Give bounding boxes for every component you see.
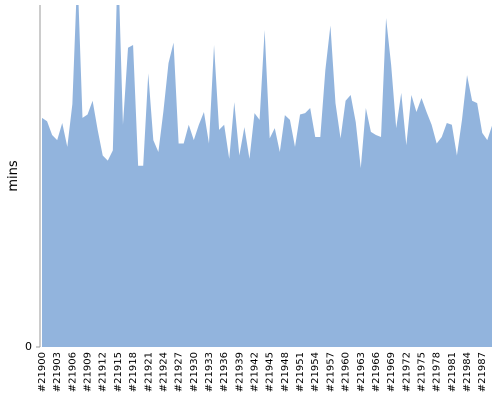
x-tick-label: #21933 [204, 352, 215, 392]
x-tick-label: #21960 [341, 352, 352, 392]
x-tick-label: #21972 [401, 352, 412, 392]
area [42, 5, 492, 347]
x-tick-label: #21966 [371, 352, 382, 392]
x-tick-label: #21975 [417, 352, 428, 392]
x-tick-label: #21903 [52, 352, 63, 392]
x-tick-label: #21924 [158, 352, 169, 392]
x-tick-label: #21945 [265, 352, 276, 392]
x-tick-label: #21948 [280, 352, 291, 392]
y-tick-label: 0 [25, 340, 32, 353]
x-tick-label: #21942 [250, 352, 261, 392]
x-tick-label: #21951 [295, 352, 306, 392]
x-tick-label: #21978 [432, 352, 443, 392]
x-tick-label: #21957 [325, 352, 336, 392]
x-tick-label: #21936 [219, 352, 230, 392]
x-tick-label: #21927 [174, 352, 185, 392]
y-axis-label: mins [6, 160, 21, 192]
x-tick-label: #21987 [477, 352, 488, 392]
x-tick-label: #21984 [462, 352, 473, 392]
x-tick-label: #21963 [356, 352, 367, 392]
x-tick-label: #21909 [83, 352, 94, 392]
x-tick-label: #21918 [128, 352, 139, 392]
x-tick-label: #21954 [310, 352, 321, 392]
x-tick-label: #21915 [113, 352, 124, 392]
x-tick-label: #21969 [386, 352, 397, 392]
x-tick-label: #21939 [234, 352, 245, 392]
x-tick-label: #21930 [189, 352, 200, 392]
x-tick-label: #21921 [143, 352, 154, 392]
x-tick-label: #21900 [37, 352, 48, 392]
x-tick-label: #21912 [98, 352, 109, 392]
x-tick-label: #21981 [447, 352, 458, 392]
x-tick-label: #21906 [67, 352, 78, 392]
